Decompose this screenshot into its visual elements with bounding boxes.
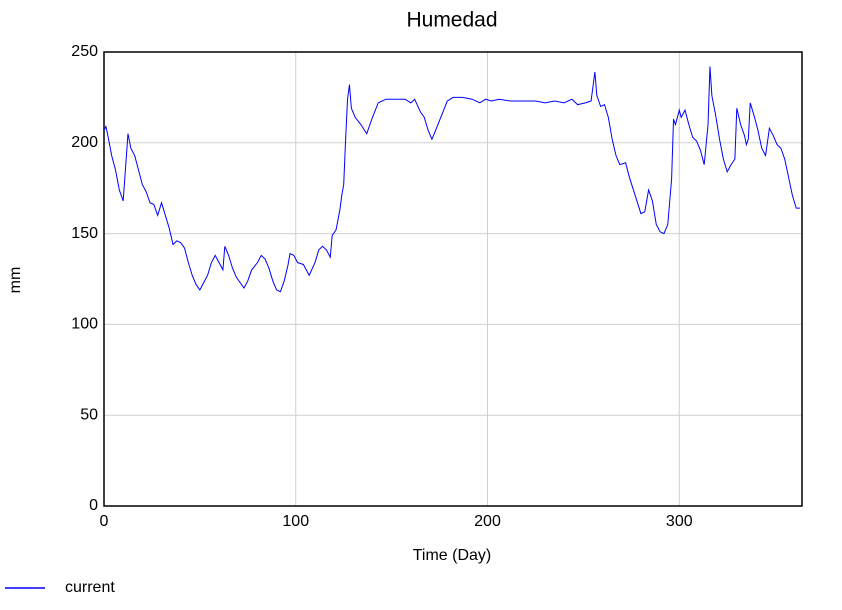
x-axis-label: Time (Day) — [413, 547, 492, 564]
x-tick-label: 300 — [666, 513, 693, 530]
x-tick-label: 200 — [474, 513, 501, 530]
y-tick-label: 0 — [89, 497, 98, 514]
y-tick-label: 200 — [71, 134, 98, 151]
x-tick-label: 0 — [100, 513, 109, 530]
x-tick-label: 100 — [282, 513, 309, 530]
series-line — [103, 66, 801, 293]
plot-frame — [103, 51, 803, 507]
y-axis-label: mm — [7, 267, 24, 294]
chart-title: Humedad — [406, 9, 497, 32]
y-tick-label: 250 — [71, 43, 98, 60]
legend-label: current — [65, 579, 115, 596]
y-tick-label: 50 — [80, 406, 98, 423]
y-tick-label: 100 — [71, 316, 98, 333]
y-tick-label: 150 — [71, 225, 98, 242]
